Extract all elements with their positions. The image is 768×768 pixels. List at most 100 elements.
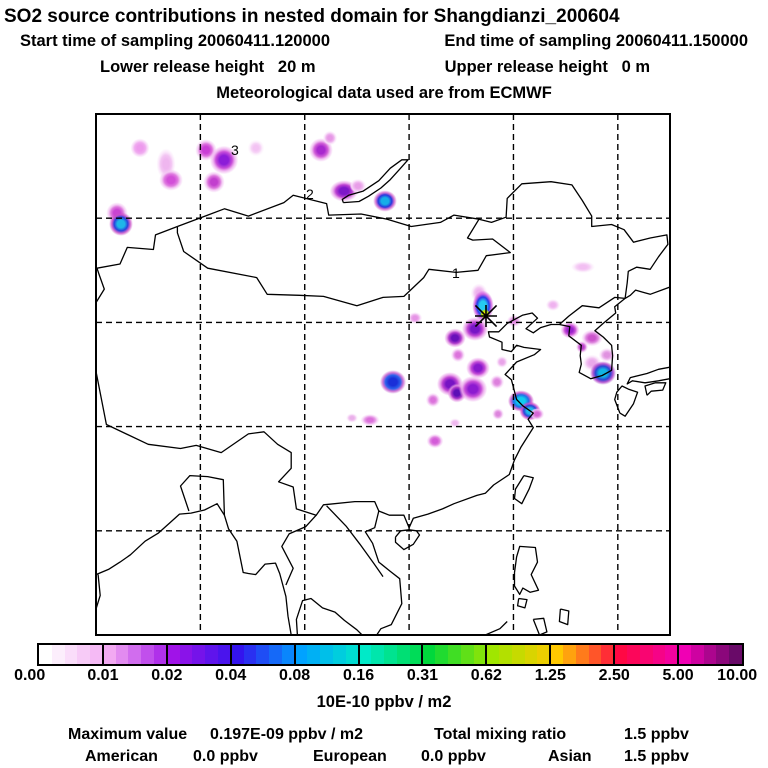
colorbar-cell [205,645,218,664]
colorbar-cell [550,645,564,664]
coastline-path [485,621,508,635]
colorbar-cell [614,645,627,664]
colorbar-cell [460,645,474,664]
concentration-blob [322,130,338,146]
concentration-blob [491,407,505,421]
colorbar-cell [422,645,436,664]
concentration-blob [379,369,407,395]
upper-release-label: Upper release height 0 m [444,58,650,76]
colorbar-segment-divider [421,645,424,664]
concentration-blob [209,145,239,175]
concentration-blob [349,178,367,194]
region-name-european: European [313,748,387,765]
colorbar-cell [115,645,129,664]
page-title: SO2 source contributions in nested domai… [4,6,620,27]
colorbar-cell [639,645,653,664]
coastline-path [326,505,384,577]
colorbar-cell [256,645,270,664]
colorbar-cell [396,645,410,664]
colorbar-cell [102,645,116,664]
concentration-blob [598,347,616,363]
coastline-path [532,617,548,635]
coastline-path [96,503,292,635]
colorbar-cell [179,645,193,664]
colorbar-cell [537,645,551,664]
coastline-path [644,382,667,396]
colorbar-cell [64,645,78,664]
concentration-blob [545,298,561,312]
colorbar-cell [473,645,487,664]
colorbar-unit-label: 10E-10 ppbv / m2 [316,693,452,711]
colorbar-cell [345,645,359,664]
colorbar-cell [358,645,372,664]
colorbar-cell [575,645,589,664]
maximum-value: 0.197E-09 ppbv / m2 [210,726,363,743]
colorbar-cell [371,645,385,664]
colorbar-cell [332,645,346,664]
coastline-path [516,597,528,609]
maximum-value-row: Maximum value 0.197E-09 ppbv / m2 Total mi… [0,726,768,744]
region-name-american: American [85,748,158,765]
colorbar-tick-label: 0.16 [342,667,375,684]
coastline-path [478,181,669,299]
colorbar-cell [39,645,52,664]
colorbar-tick-label: 0.02 [151,667,183,684]
coastline-path [558,296,626,325]
colorbar-segment-divider [357,645,360,664]
colorbar-tick-label: 2.50 [598,667,630,684]
release-heights-row: Lower release height 20 m Upper release … [100,58,650,77]
colorbar-tick-label: 0.01 [87,667,119,684]
concentration-blob [570,260,596,274]
concentration-blob [247,139,265,157]
colorbar-segment-divider [613,645,616,664]
colorbar-tick-label: 5.00 [662,667,694,684]
concentration-blob [495,355,509,369]
concentration-blob [158,168,184,192]
colorbar-cell [435,645,448,664]
colorbar-cell [90,645,103,664]
colorbar-cell [320,645,333,664]
coastline-path [513,545,540,596]
concentration-blob [448,418,462,428]
colorbar-cell [154,645,167,664]
coastline-path [626,366,670,385]
concentration-blob [489,374,505,390]
region-name-asian: Asian [548,748,592,765]
coastline-path [364,286,670,635]
colorbar-cell [511,645,525,664]
coastline-path [341,159,409,204]
colorbar-cell [588,645,602,664]
colorbar-cell [716,645,730,664]
colorbar-segment-divider [677,645,680,664]
colorbar-tick-label: 0.62 [470,667,502,684]
colorbar-tick-label: 0.31 [406,667,439,684]
colorbar-cell [486,645,500,664]
region-value-asian: 1.5 ppbv [624,748,689,765]
cluster-label: 1 [452,265,460,281]
total-mixing-ratio-value: 1.5 ppbv [624,726,689,743]
cluster-label: 2 [306,186,314,202]
colorbar-cell [128,645,142,664]
colorbar-segment-divider [229,645,232,664]
colorbar-cell [384,645,397,664]
concentration-blob [580,329,604,347]
colorbar-cell [294,645,308,664]
concentration-blob [372,189,398,213]
colorbar-cell [703,645,717,664]
concentration-blob [108,211,134,237]
colorbar-tick-label: 0.08 [279,667,311,684]
concentration-blob [529,407,545,421]
coastline-path [281,514,317,586]
colorbar-cell [307,645,321,664]
coastline-path [513,474,534,505]
colorbar-tick-label: 1.25 [534,667,566,684]
colorbar-cell [524,645,538,664]
colorbar-cell [269,645,282,664]
colorbar-cell [217,645,231,664]
lower-release-label: Lower release height 20 m [100,58,316,76]
coastline-path [96,371,380,516]
colorbar-segment-divider [485,645,488,664]
concentration-blob [202,170,226,194]
coastline-path [614,385,639,417]
